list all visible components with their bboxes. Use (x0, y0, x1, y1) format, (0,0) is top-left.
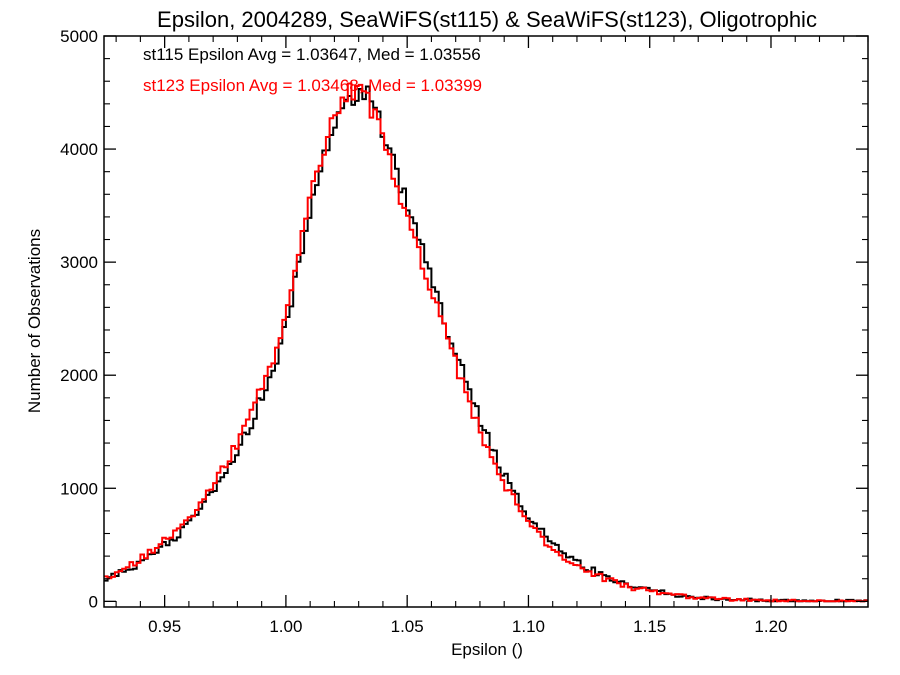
y-axis-ticks: 0 1000 2000 3000 4000 5000 (60, 27, 868, 611)
x-axis-label: Epsilon () (451, 640, 523, 659)
x-axis-ticks: 0.95 1.00 1.05 1.10 1.15 1.20 (115, 36, 869, 636)
series-layer (104, 82, 868, 603)
y-tick-label: 3000 (60, 253, 98, 272)
x-tick-label: 1.10 (512, 617, 545, 636)
x-tick-label: 0.95 (148, 617, 181, 636)
x-tick-label: 1.20 (754, 617, 787, 636)
plot-frame (103, 35, 869, 608)
y-tick-label: 2000 (60, 366, 98, 385)
legend-annotation-st123: st123 Epsilon Avg = 1.03468, Med = 1.033… (143, 76, 482, 95)
y-tick-label: 4000 (60, 140, 98, 159)
x-tick-label: 1.00 (269, 617, 302, 636)
y-tick-label: 1000 (60, 479, 98, 498)
series-st123 (104, 82, 868, 603)
chart-title: Epsilon, 2004289, SeaWiFS(st115) & SeaWi… (157, 7, 817, 32)
y-tick-label: 5000 (60, 27, 98, 46)
x-tick-label: 1.15 (633, 617, 666, 636)
y-tick-label: 0 (89, 592, 98, 611)
y-axis-label: Number of Observations (25, 229, 44, 413)
legend-annotation-st115: st115 Epsilon Avg = 1.03647, Med = 1.035… (143, 45, 481, 64)
x-tick-label: 1.05 (391, 617, 424, 636)
